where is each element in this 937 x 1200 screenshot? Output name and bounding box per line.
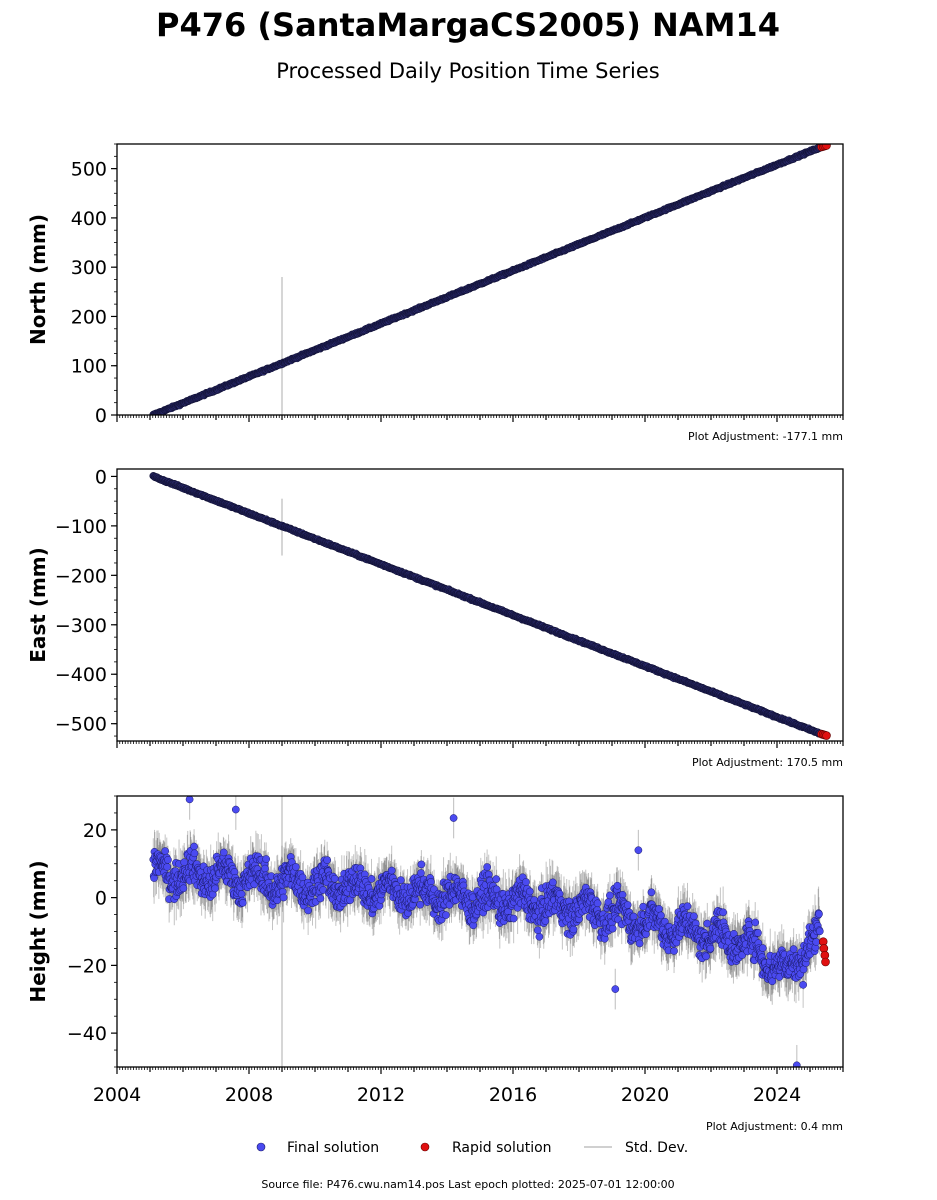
north-panel: 0 100 200 300 400 500 North (mm): [26, 143, 844, 427]
north-ytick-label: 200: [71, 306, 107, 328]
height-final-point: [396, 876, 405, 884]
east-final-points: [149, 472, 824, 738]
east-plot-area: [149, 472, 831, 740]
height-final-point: [179, 884, 188, 893]
height-final-point: [161, 847, 170, 855]
east-ytick-label: −200: [55, 565, 107, 587]
north-plot-area: [149, 144, 831, 415]
north-ytick-label: 0: [95, 405, 107, 427]
east-ytick-label: 0: [95, 466, 107, 488]
north-ytick-label: 100: [71, 356, 107, 378]
height-final-point: [262, 855, 271, 863]
height-final-point: [330, 874, 339, 883]
height-plot-area: [149, 796, 830, 1067]
chart-title: P476 (SantaMargaCS2005) NAM14: [156, 6, 780, 44]
height-final-point: [304, 906, 312, 915]
height-final-point: [323, 856, 331, 864]
east-ylabel: East (mm): [26, 547, 50, 663]
east-ytick-label: −100: [55, 516, 107, 538]
height-final-point: [190, 842, 198, 851]
height-final-point: [261, 864, 269, 873]
height-final-point: [237, 890, 246, 898]
height-final-point: [387, 866, 396, 875]
north-ytick-label: 400: [71, 208, 107, 230]
height-final-point: [211, 884, 219, 893]
chart-subtitle: Processed Daily Position Time Series: [276, 59, 660, 83]
east-panel: 0 −100 −200 −300 −400 −500 East (mm): [26, 466, 844, 748]
north-ytick-label: 300: [71, 257, 107, 279]
east-ytick-label: −400: [55, 664, 107, 686]
east-rapid-point: [822, 731, 831, 740]
height-final-point: [219, 848, 228, 857]
height-final-point: [367, 875, 376, 883]
height-final-point: [316, 894, 325, 903]
height-final-point: [238, 899, 247, 907]
north-ylabel: North (mm): [26, 214, 50, 345]
height-final-points: [149, 842, 824, 989]
height-final-point: [292, 863, 300, 871]
height-final-point: [190, 849, 199, 858]
north-final-points: [149, 144, 824, 415]
north-ytick-label: 500: [71, 159, 107, 181]
height-final-point: [163, 863, 172, 871]
east-ytick-label: −500: [55, 714, 107, 736]
north-rapid-point: [822, 144, 831, 150]
east-ytick-label: −300: [55, 615, 107, 637]
height-final-point: [279, 893, 288, 902]
height-final-point: [164, 856, 172, 864]
